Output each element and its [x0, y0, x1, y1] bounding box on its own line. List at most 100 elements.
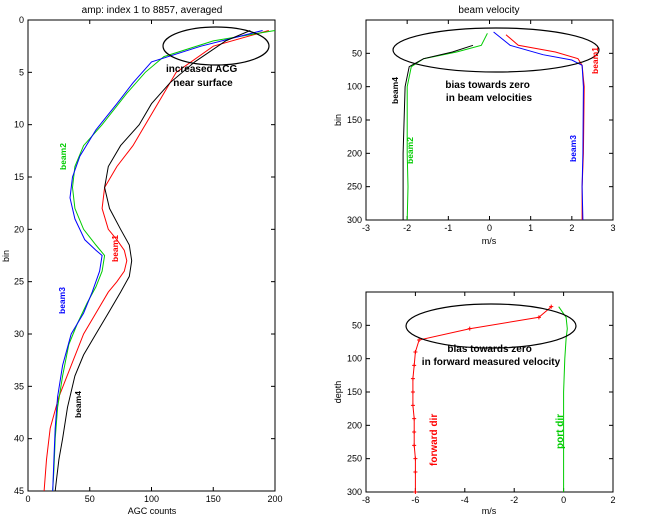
y-tick-label: 200 — [347, 148, 362, 158]
x-axis-label: AGC counts — [128, 506, 177, 516]
data-point — [412, 363, 417, 368]
series-label-forward-dir: forward dir — [429, 414, 440, 466]
data-point — [413, 490, 418, 494]
y-tick-label: 15 — [14, 172, 24, 182]
data-point — [417, 338, 422, 342]
x-tick-label: 1 — [528, 223, 533, 233]
y-tick-label: 100 — [347, 82, 362, 92]
series-label-beam3: beam3 — [57, 287, 67, 314]
x-tick-label: -1 — [444, 223, 452, 233]
x-tick-label: 0 — [25, 494, 30, 504]
highlight-ellipse — [405, 303, 577, 349]
series-line-beam4 — [54, 30, 251, 492]
y-tick-label: 5 — [19, 67, 24, 77]
series-line-beam1 — [505, 34, 585, 220]
series-line-beam3 — [52, 30, 263, 492]
x-tick-label: 3 — [610, 223, 615, 233]
data-point — [410, 376, 415, 381]
y-tick-label: 150 — [347, 387, 362, 397]
x-axis-label: m/s — [482, 506, 497, 516]
chart-title: amp: index 1 to 8857, averaged — [82, 5, 223, 16]
series-label-beam4: beam4 — [390, 77, 400, 104]
x-tick-label: -2 — [403, 223, 411, 233]
y-tick-label: 50 — [352, 48, 362, 58]
x-tick-label: -4 — [461, 495, 469, 505]
x-tick-label: 150 — [206, 494, 221, 504]
series-line-beam4 — [402, 44, 474, 220]
series-label-beam1: beam1 — [110, 235, 120, 262]
y-tick-label: 30 — [14, 329, 24, 339]
x-tick-label: -2 — [510, 495, 518, 505]
data-point — [410, 390, 415, 394]
data-point — [412, 430, 417, 434]
annotation-line: in forward measured velocity — [422, 357, 561, 368]
series-line-beam2 — [406, 33, 488, 221]
data-point — [412, 416, 417, 421]
y-axis-label: depth — [333, 381, 343, 404]
series-label-beam2: beam2 — [405, 137, 415, 164]
axis-ticks: -3 -2 -1 0 1 2 3 50 100 150 200 250 300 — [347, 20, 616, 233]
data-point — [413, 470, 418, 474]
x-tick-label: 50 — [85, 494, 95, 504]
y-tick-label: 20 — [14, 224, 24, 234]
series-lines — [410, 304, 568, 494]
x-tick-label: -3 — [362, 223, 370, 233]
annotation: bias towards zero in forward measured ve… — [422, 344, 561, 368]
y-tick-label: 250 — [347, 182, 362, 192]
data-point — [536, 315, 541, 320]
highlight-ellipse — [392, 27, 600, 73]
series-line-beam1 — [43, 30, 269, 492]
plot-frame — [365, 291, 614, 493]
series-line-port-dir — [558, 306, 568, 492]
data-point — [467, 326, 472, 331]
y-tick-label: 300 — [347, 487, 362, 497]
data-point — [412, 443, 417, 448]
data-point — [413, 456, 418, 461]
chart-title: beam velocity — [458, 5, 519, 16]
y-tick-label: 200 — [347, 420, 362, 430]
y-tick-label: 10 — [14, 120, 24, 130]
series-label-beam2: beam2 — [58, 143, 68, 170]
y-axis-label: bin — [1, 250, 11, 262]
annotation: bias towards zero in beam velocities — [445, 80, 532, 104]
amp-chart: amp: index 1 to 8857, averaged 0 50 100 150… — [1, 5, 283, 516]
x-tick-label: 0 — [561, 495, 566, 505]
data-point — [549, 304, 554, 309]
y-tick-label: 25 — [14, 277, 24, 287]
annotation-line: bias towards zero — [447, 344, 531, 355]
y-tick-label: 100 — [347, 354, 362, 364]
series-line-beam2 — [52, 30, 276, 492]
y-tick-label: 250 — [347, 454, 362, 464]
annotation-line: bias towards zero — [445, 80, 529, 91]
x-tick-label: 0 — [487, 223, 492, 233]
x-tick-label: 2 — [569, 223, 574, 233]
axis-ticks: 0 50 100 150 200 0 5 10 15 20 25 30 35 40 45 — [14, 15, 283, 504]
series-label-beam4: beam4 — [73, 391, 83, 418]
y-tick-label: 300 — [347, 215, 362, 225]
series-label-port-dir: port dir — [555, 414, 566, 449]
y-tick-label: 50 — [352, 320, 362, 330]
annotation-line: near surface — [173, 78, 233, 89]
data-point — [410, 403, 415, 408]
y-tick-label: 0 — [19, 15, 24, 25]
beam-velocity-chart: beam velocity -3 -2 -1 0 1 2 3 50 100 150 200 250 30… — [333, 5, 616, 246]
annotation: increased ACG near surface — [166, 64, 240, 89]
x-axis-label: m/s — [482, 236, 497, 246]
y-tick-label: 45 — [14, 486, 24, 496]
series-label-beam3: beam3 — [568, 135, 578, 162]
series-label-beam1: beam1 — [590, 47, 600, 74]
x-tick-label: -8 — [362, 495, 370, 505]
y-tick-label: 150 — [347, 115, 362, 125]
series-lines — [402, 31, 585, 221]
x-tick-label: 200 — [267, 494, 282, 504]
data-point — [413, 350, 418, 354]
x-tick-label: -6 — [411, 495, 419, 505]
y-tick-label: 40 — [14, 434, 24, 444]
annotation-line: increased ACG — [166, 64, 238, 75]
series-line-beam3 — [493, 31, 584, 221]
series-lines — [43, 30, 276, 492]
x-tick-label: 2 — [610, 495, 615, 505]
y-axis-label: bin — [333, 114, 343, 126]
